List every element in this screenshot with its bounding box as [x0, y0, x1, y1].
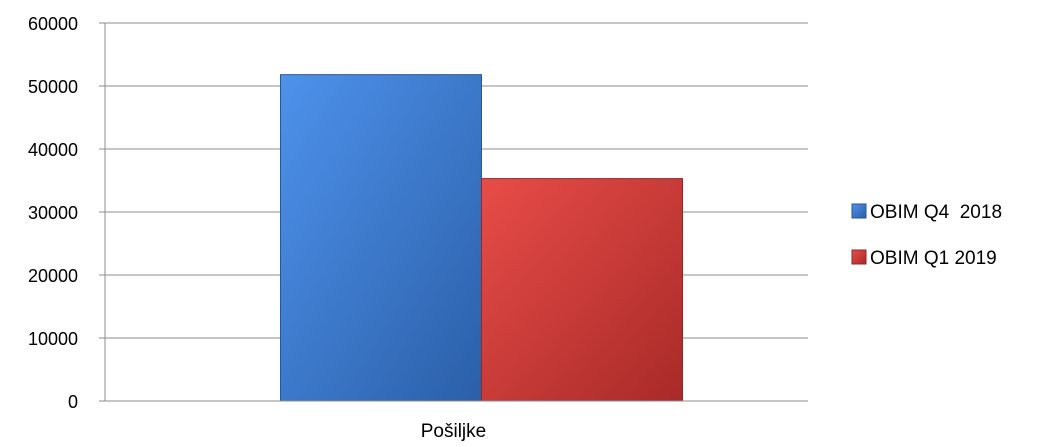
y-tick-label: 30000: [28, 203, 78, 223]
legend-swatch: [851, 203, 867, 219]
x-axis: Pošiljke: [105, 400, 808, 442]
bar-obim-q4-2018: [280, 74, 482, 402]
y-tick-label: 0: [68, 392, 78, 412]
x-category-label: Pošiljke: [421, 421, 486, 442]
bars: [280, 74, 683, 402]
legend: OBIM Q4 2018 OBIM Q1 2019: [851, 202, 1002, 269]
legend-label: OBIM Q1 2019: [870, 248, 997, 269]
y-tick-label: 50000: [28, 77, 78, 97]
y-tick-label: 20000: [28, 266, 78, 286]
legend-swatch: [851, 249, 867, 265]
bar-obim-q1-2019: [481, 178, 683, 402]
y-tick-label: 10000: [28, 329, 78, 349]
y-axis: 0 10000 20000 30000 40000 50000 60000: [28, 14, 106, 412]
legend-label: OBIM Q4 2018: [870, 202, 1002, 223]
y-tick-label: 60000: [28, 14, 78, 34]
y-tick-label: 40000: [28, 140, 78, 160]
